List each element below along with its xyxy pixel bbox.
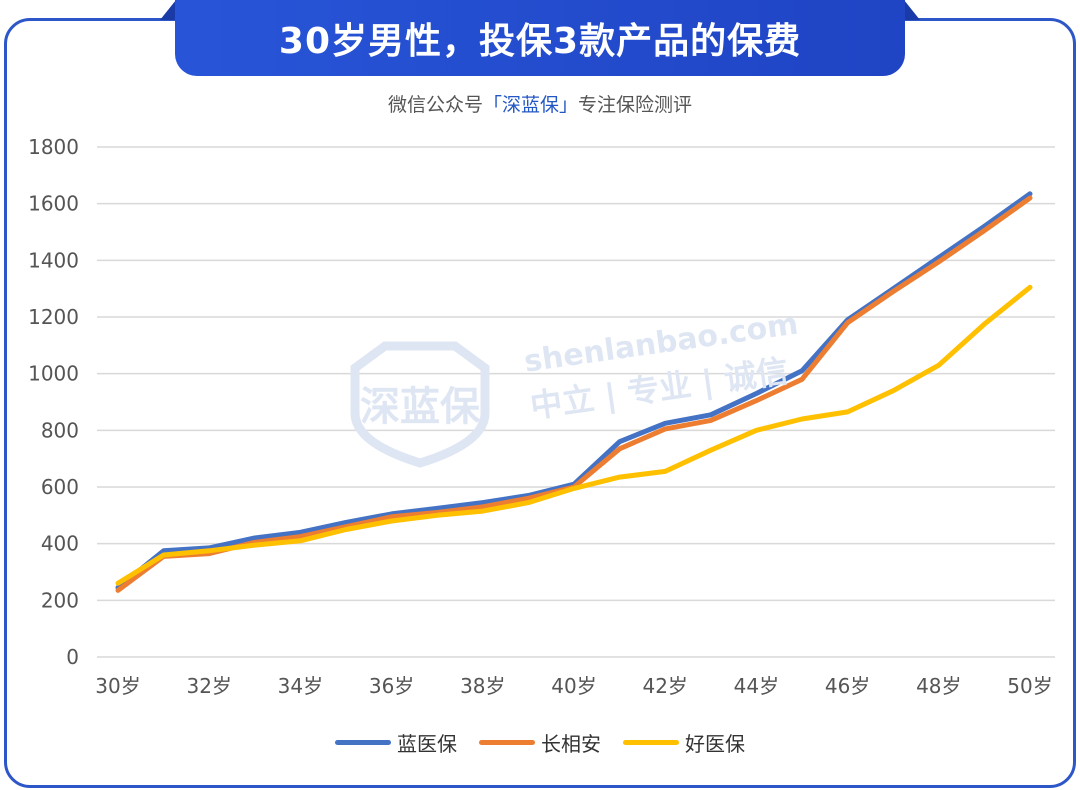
chart-title: 30岁男性，投保3款产品的保费 [175,0,905,76]
watermark-logo-text: 深蓝保 [360,384,481,430]
y-tick-label: 1400 [28,248,79,272]
chart-legend: 蓝医保 长相安 好医保 [0,728,1080,757]
subtitle: 微信公众号「深蓝保」专注保险测评 [0,90,1080,117]
banner-ear-left [160,0,176,20]
subtitle-open-bracket: 「 [482,94,502,116]
y-tick-label: 1600 [28,192,79,216]
y-tick-label: 1800 [28,135,79,159]
x-tick-label: 36岁 [369,674,414,698]
legend-label: 蓝医保 [397,732,457,756]
x-tick-label: 50岁 [1007,674,1052,698]
x-tick-label: 34岁 [278,674,323,698]
banner-ear-right [904,0,920,20]
y-axis-ticks: 0 200 400 600 800 1000 1200 1400 1600 1800 [28,135,79,669]
legend-item: 蓝医保 [335,728,457,757]
y-tick-label: 800 [41,418,79,442]
legend-item: 好医保 [623,728,745,757]
x-tick-label: 42岁 [642,674,687,698]
subtitle-close-bracket: 」 [559,94,579,116]
legend-swatch [479,740,535,745]
y-tick-label: 0 [66,645,79,669]
legend-swatch [623,740,679,745]
y-tick-label: 600 [41,475,79,499]
legend-label: 长相安 [541,732,601,756]
legend-swatch [335,740,391,745]
x-tick-label: 32岁 [186,674,231,698]
subtitle-suffix: 专注保险测评 [578,94,693,116]
x-tick-label: 30岁 [95,674,140,698]
x-tick-label: 48岁 [916,674,961,698]
series-line-2 [115,284,1033,586]
watermark-shield-icon: 深蓝保 [350,341,490,468]
x-tick-label: 44岁 [734,674,779,698]
x-tick-label: 38岁 [460,674,505,698]
grid-lines [97,146,1055,658]
series-lines [115,191,1033,593]
legend-item: 长相安 [479,728,601,757]
legend-label: 好医保 [685,732,745,756]
y-tick-label: 400 [41,532,79,556]
y-tick-label: 200 [41,588,79,612]
y-tick-label: 1000 [28,362,79,386]
x-axis-ticks: 30岁 32岁 34岁 36岁 38岁 40岁 42岁 44岁 46岁 48岁 50岁 [95,674,1052,698]
subtitle-brand: 深蓝保 [501,94,559,116]
x-tick-label: 40岁 [551,674,596,698]
subtitle-prefix: 微信公众号 [387,94,483,116]
x-tick-label: 46岁 [825,674,870,698]
y-tick-label: 1200 [28,305,79,329]
